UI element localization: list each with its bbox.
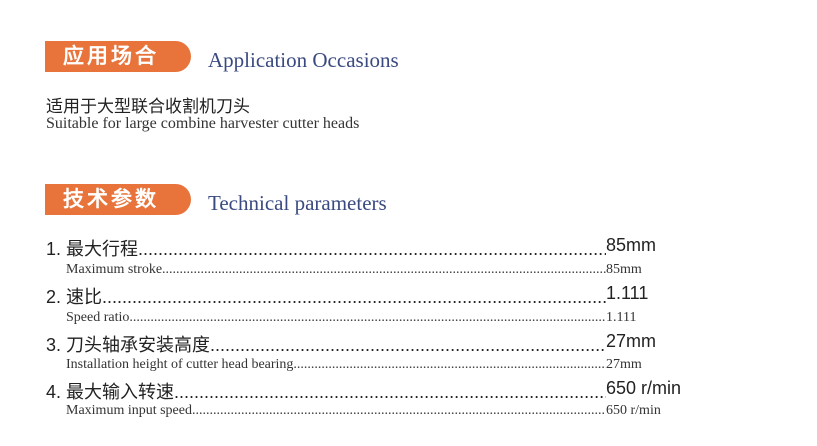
application-text-en: Suitable for large combine harvester cut… — [46, 115, 360, 132]
dot-leader: ........................................… — [102, 287, 606, 307]
dot-leader: ........................................… — [210, 335, 606, 355]
param-value: 650 r/min — [606, 403, 661, 418]
section-badge-application: 应用场合 — [45, 41, 191, 72]
dot-leader: ........................................… — [162, 262, 606, 277]
param-label: Maximum stroke — [66, 262, 163, 277]
param-label: 4. 最大输入转速 — [46, 382, 175, 402]
dot-leader: ........................................… — [174, 382, 606, 402]
application-text-cn: 适用于大型联合收割机刀头 — [46, 97, 250, 117]
param-label: Installation height of cutter head beari… — [66, 357, 294, 372]
param-value: 1.111 — [606, 283, 649, 303]
param-value: 27mm — [606, 357, 642, 372]
section-title-technical: Technical parameters — [208, 191, 387, 215]
section-title-application: Application Occasions — [208, 48, 399, 72]
param-value: 650 r/min — [606, 378, 682, 398]
param-label: 3. 刀头轴承安装高度 — [46, 335, 211, 355]
param-value: 85mm — [606, 235, 657, 255]
param-label: 1. 最大行程 — [46, 239, 139, 259]
param-label: 2. 速比 — [46, 287, 103, 307]
param-value: 85mm — [606, 262, 642, 277]
section-badge-technical: 技术参数 — [45, 184, 191, 215]
param-value: 27mm — [606, 331, 657, 351]
dot-leader: ........................................… — [293, 357, 606, 372]
dot-leader: ........................................… — [192, 403, 606, 418]
dot-leader: ........................................… — [129, 310, 606, 325]
param-value: 1.111 — [606, 310, 637, 325]
param-label: Speed ratio — [66, 310, 130, 325]
dot-leader: ........................................… — [138, 239, 606, 259]
param-label: Maximum input speed — [66, 403, 192, 418]
